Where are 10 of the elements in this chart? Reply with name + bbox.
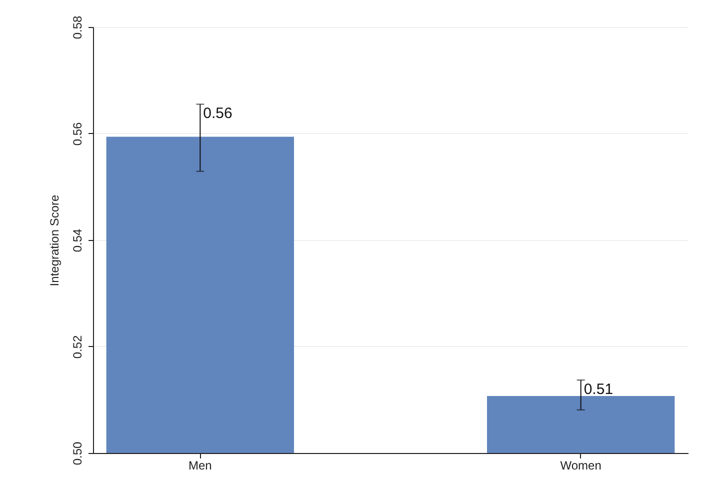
data-label: 0.51 [584, 381, 614, 398]
y-tick-label: 0.56 [70, 122, 84, 146]
y-tick-label: 0.58 [70, 16, 84, 40]
data-label: 0.56 [203, 105, 232, 122]
y-tick-label: 0.52 [70, 335, 84, 359]
x-tick-label: Women [560, 458, 602, 472]
y-tick-label: 0.54 [70, 228, 84, 252]
y-axis-title: Integration Score [48, 194, 62, 286]
x-tick-label: Men [188, 458, 212, 472]
y-tick-label: 0.50 [70, 442, 84, 466]
